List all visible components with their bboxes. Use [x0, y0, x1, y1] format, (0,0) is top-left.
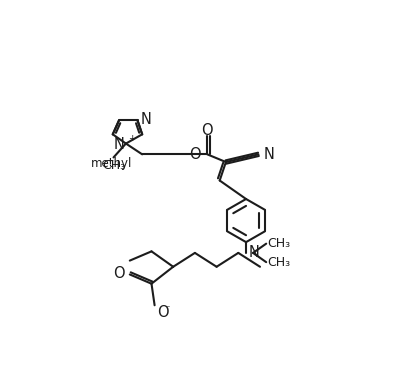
Text: methyl: methyl	[91, 157, 132, 170]
Text: O: O	[113, 266, 124, 281]
Text: N: N	[113, 137, 124, 152]
Text: O: O	[201, 123, 213, 138]
Text: methyl: methyl	[109, 164, 114, 165]
Text: O: O	[189, 147, 200, 162]
Text: N: N	[140, 112, 151, 127]
Text: N: N	[248, 245, 259, 260]
Text: ⁻: ⁻	[164, 304, 170, 314]
Text: O: O	[157, 305, 168, 320]
Text: CH₃: CH₃	[267, 256, 290, 268]
Text: CH₃: CH₃	[102, 159, 125, 172]
Text: N: N	[263, 147, 274, 162]
Text: CH₃: CH₃	[267, 237, 290, 250]
Text: +: +	[128, 135, 135, 144]
